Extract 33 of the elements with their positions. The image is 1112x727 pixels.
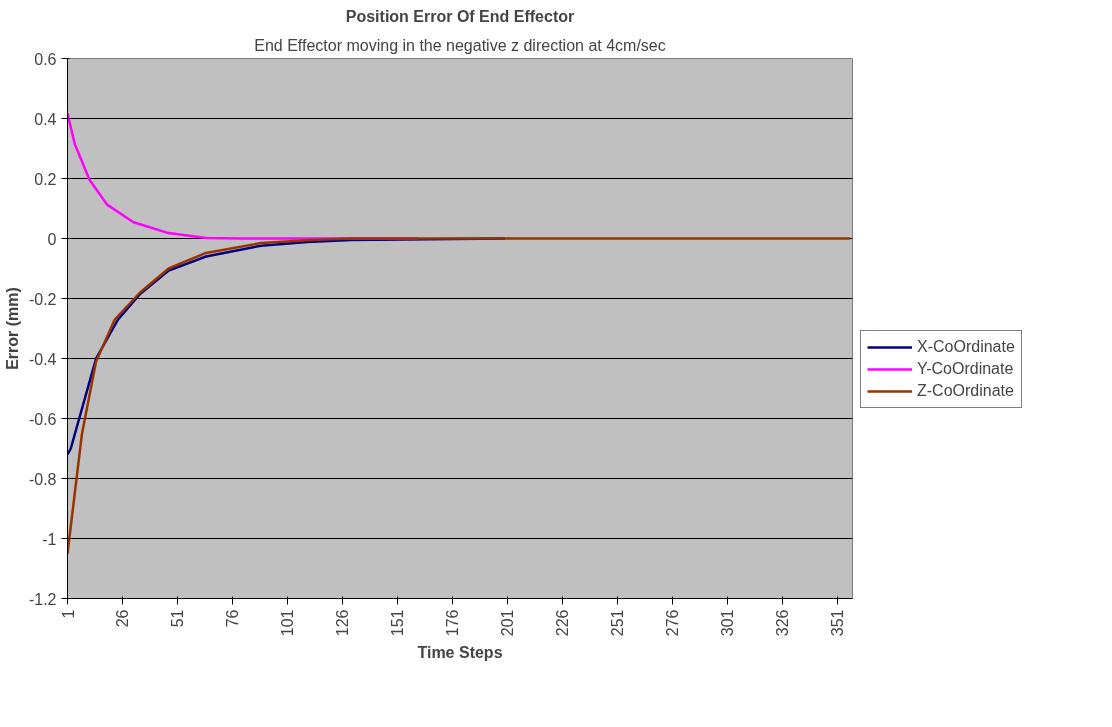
y-tick-label: 0 [47,230,57,248]
y-tick-label: -1 [42,530,57,548]
x-tick-label: 276 [664,609,682,637]
chart-subtitle: End Effector moving in the negative z direction at 4cm/sec [254,36,666,54]
y-axis-title: Error (mm) [3,287,21,370]
line-series [67,237,852,555]
legend-label: Z-CoOrdinate [917,382,1014,400]
x-tick-label: 1 [59,609,77,619]
x-tick-label: 251 [609,609,627,637]
x-tick-label: 151 [389,609,407,637]
x-axis-title: Time Steps [417,644,503,662]
y-tick-label: -0.4 [28,350,57,368]
x-tick-label: 26 [114,609,132,628]
x-tick-label: 226 [554,609,572,637]
x-tick-label: 51 [169,609,187,628]
y-tick-label: -0.8 [28,470,57,488]
legend-label: X-CoOrdinate [917,338,1015,356]
x-tick-label: 101 [279,609,297,637]
x-tick-label: 176 [444,609,462,637]
chart-title: Position Error Of End Effector [345,7,575,25]
y-tick-label: 0.6 [34,50,57,68]
y-tick-label: -0.2 [28,290,57,308]
x-tick-label: 201 [499,609,517,637]
y-tick-label: -0.6 [28,410,57,428]
x-tick-label: 351 [829,609,847,637]
legend-label: Y-CoOrdinate [917,360,1014,378]
y-tick-label: -1.2 [28,590,57,608]
y-tick-label: 0.2 [34,170,57,188]
y-tick-label: 0.4 [34,110,57,128]
x-tick-label: 301 [719,609,737,637]
x-tick-label: 76 [224,609,242,628]
x-tick-label: 126 [334,609,352,637]
x-tick-label: 326 [774,609,792,637]
